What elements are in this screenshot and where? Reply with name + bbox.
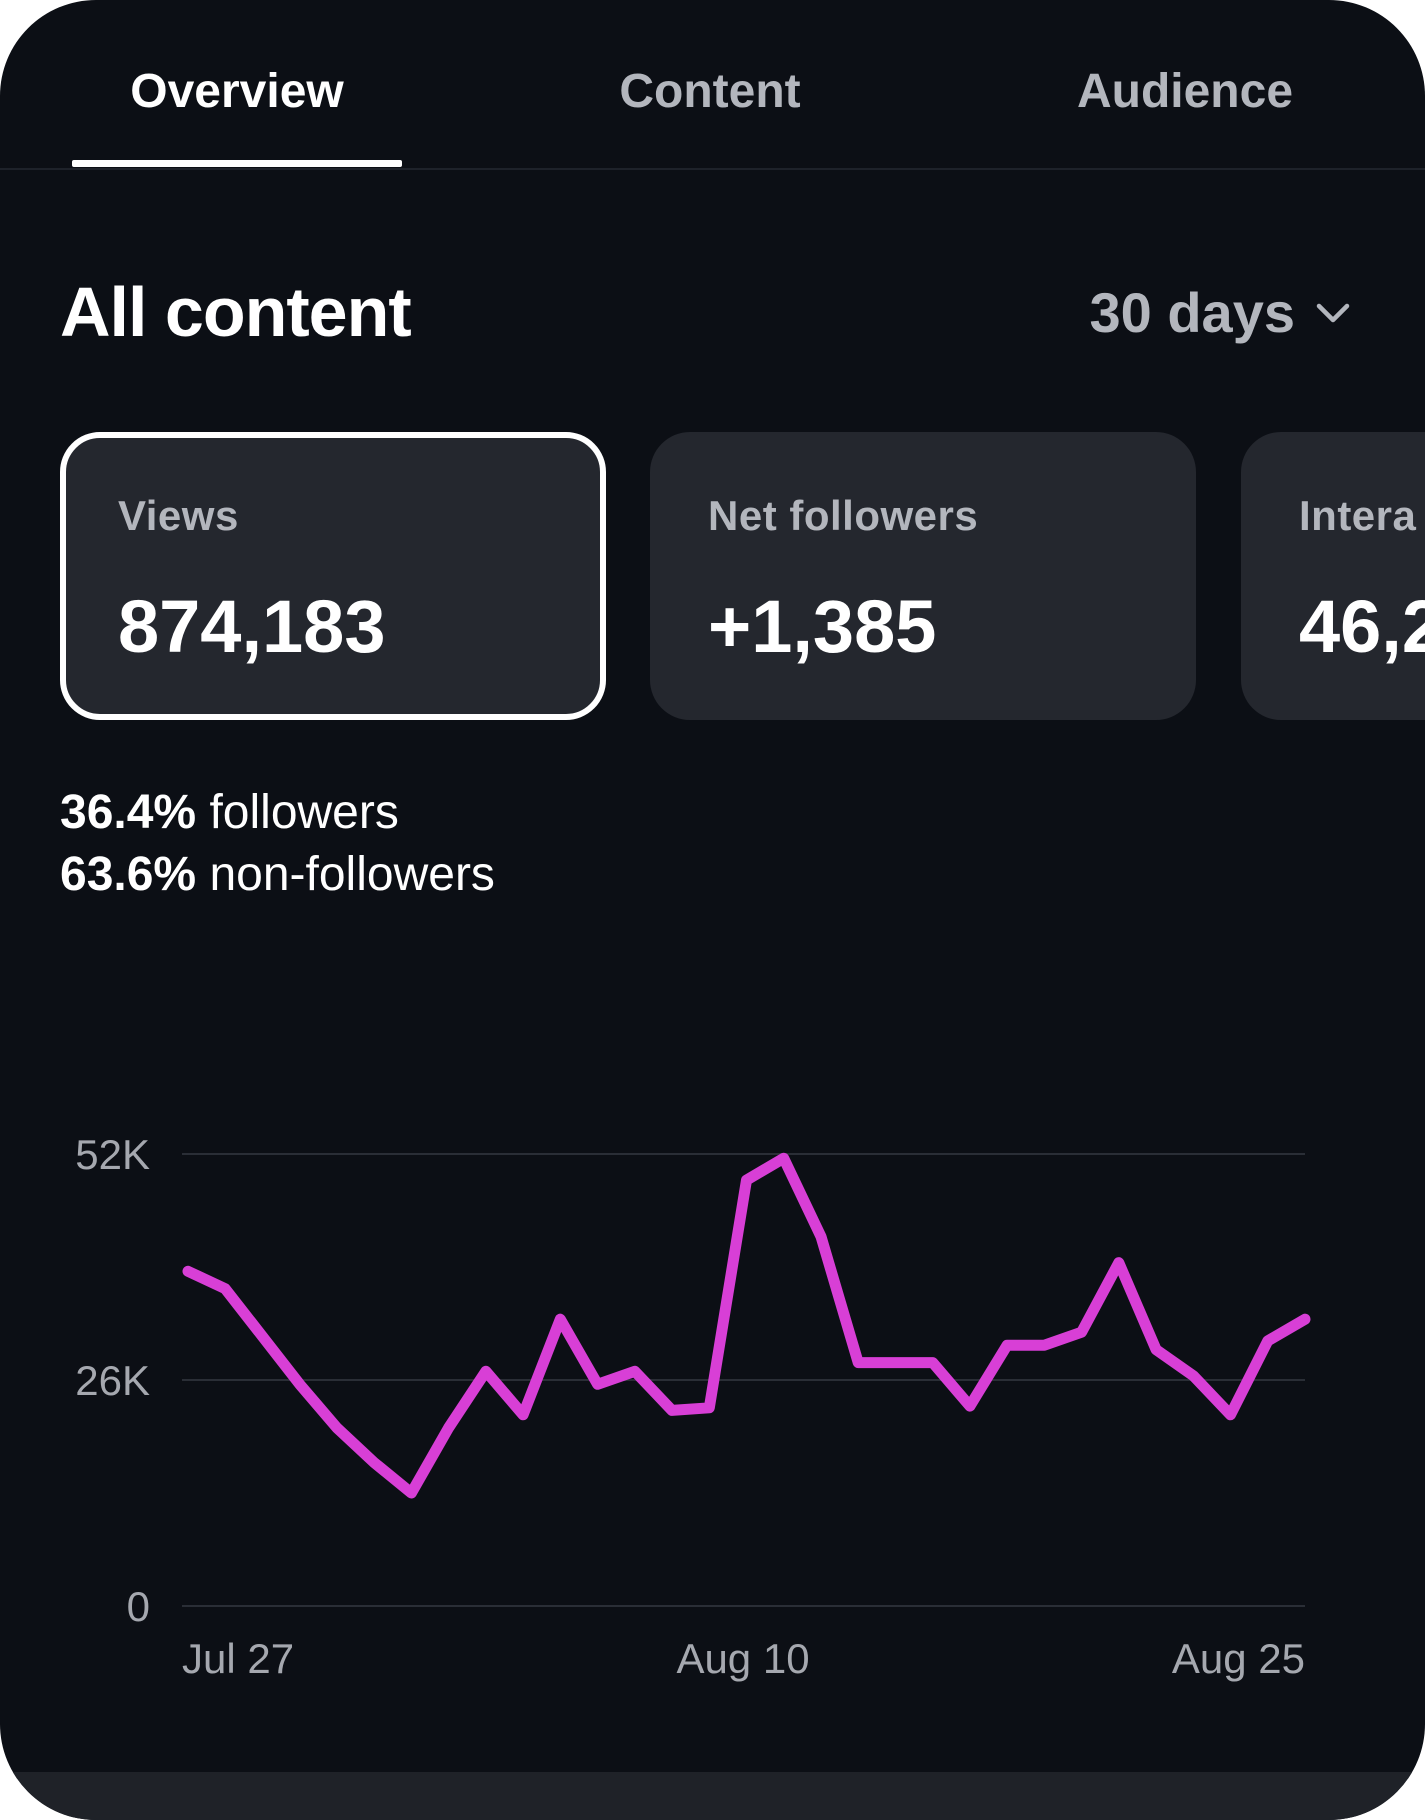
followers-percent: 36.4% bbox=[60, 786, 197, 839]
x-tick-label: Aug 25 bbox=[1172, 1635, 1305, 1682]
metric-card-interactions[interactable]: Intera 46,2 bbox=[1241, 432, 1425, 720]
metric-label: Views bbox=[118, 492, 239, 539]
tabs-divider bbox=[0, 168, 1425, 170]
nonfollowers-row: 63.6% non-followers bbox=[60, 844, 495, 906]
nonfollowers-label: non-followers bbox=[209, 848, 495, 901]
metric-card-net-followers[interactable]: Net followers +1,385 bbox=[650, 432, 1196, 720]
tab-overview[interactable]: Overview bbox=[130, 65, 344, 118]
y-tick-label: 26K bbox=[75, 1357, 150, 1404]
tab-audience[interactable]: Audience bbox=[1076, 65, 1294, 118]
x-tick-label: Aug 10 bbox=[676, 1635, 809, 1682]
metric-value: 46,2 bbox=[1299, 585, 1425, 668]
tab-bar: Overview Content Audience bbox=[0, 0, 1425, 168]
views-line-chart: 52K 26K 0 Jul 27 Aug 10 Aug 25 bbox=[0, 1100, 1425, 1700]
followers-row: 36.4% followers bbox=[60, 782, 495, 844]
tab-content[interactable]: Content bbox=[619, 65, 801, 118]
page-title: All content bbox=[60, 273, 412, 351]
audience-breakdown: 36.4% followers 63.6% non-followers bbox=[60, 782, 495, 906]
metric-label: Intera bbox=[1299, 492, 1417, 539]
chevron-down-icon bbox=[1316, 303, 1350, 322]
metric-value: 874,183 bbox=[118, 585, 386, 668]
date-range-label: 30 days bbox=[1089, 281, 1296, 344]
date-range-dropdown[interactable]: 30 days bbox=[1090, 280, 1354, 345]
metric-card-views[interactable]: Views 874,183 bbox=[60, 432, 606, 720]
chart-svg: 52K 26K 0 Jul 27 Aug 10 Aug 25 bbox=[75, 1131, 1311, 1682]
bottom-panel-edge bbox=[0, 1772, 1425, 1820]
nonfollowers-percent: 63.6% bbox=[60, 848, 197, 901]
metric-value: +1,385 bbox=[708, 585, 937, 668]
active-tab-indicator bbox=[72, 160, 402, 167]
x-tick-label: Jul 27 bbox=[182, 1635, 294, 1682]
views-series-line bbox=[182, 1152, 1311, 1499]
y-tick-label: 52K bbox=[75, 1131, 150, 1178]
followers-label: followers bbox=[209, 786, 399, 839]
metric-label: Net followers bbox=[708, 492, 979, 539]
y-tick-label: 0 bbox=[127, 1583, 150, 1630]
